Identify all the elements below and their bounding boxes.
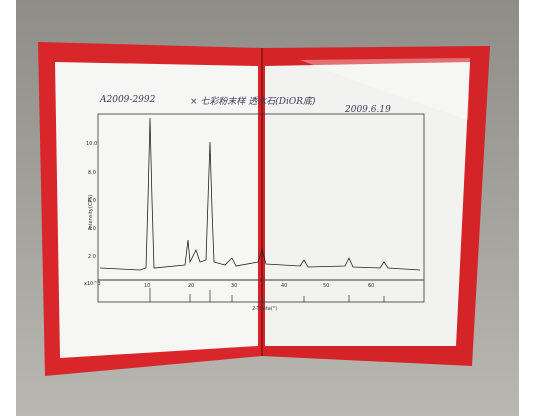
scale-note: x10^3: [84, 281, 101, 287]
x-tick-label: 50: [323, 283, 329, 289]
x-tick-label: 60: [368, 283, 374, 289]
note: × 七彩粉末样 透水石(DiOR底): [190, 96, 316, 107]
x-axis-label: 2-Theta(°): [252, 306, 277, 312]
reference-lines: [149, 288, 385, 302]
x-tick-label: 40: [281, 283, 287, 289]
y-tick-label: 8.0: [88, 170, 96, 176]
sample-id: A2009-2992: [99, 95, 156, 105]
right-page: [265, 62, 470, 346]
right-edge: [519, 0, 535, 416]
left-edge: [0, 0, 16, 416]
y-tick-label: 2.0: [88, 254, 96, 260]
x-axis: 10 20 30 40 50 60 2-Theta(°): [144, 283, 374, 312]
y-tick-label: 4.0: [88, 226, 96, 232]
y-axis-label: Intensity(CPS): [88, 195, 94, 230]
spectrum: [99, 117, 421, 271]
xrd-chart: [97, 113, 425, 303]
x-tick-label: 30: [231, 283, 237, 289]
x-tick-label: 20: [188, 283, 194, 289]
date: 2009.6.19: [344, 105, 391, 115]
glare: [300, 58, 470, 120]
y-tick-label: 10.0: [86, 141, 97, 147]
reference-strip: [97, 279, 425, 303]
x-tick-label: 10: [144, 283, 150, 289]
left-page: [55, 62, 258, 358]
y-axis: 10.0 8.0 6.0 4.0 2.0 x10^3 Intensity(CPS…: [84, 141, 101, 287]
y-tick-label: 6.0: [88, 198, 96, 204]
